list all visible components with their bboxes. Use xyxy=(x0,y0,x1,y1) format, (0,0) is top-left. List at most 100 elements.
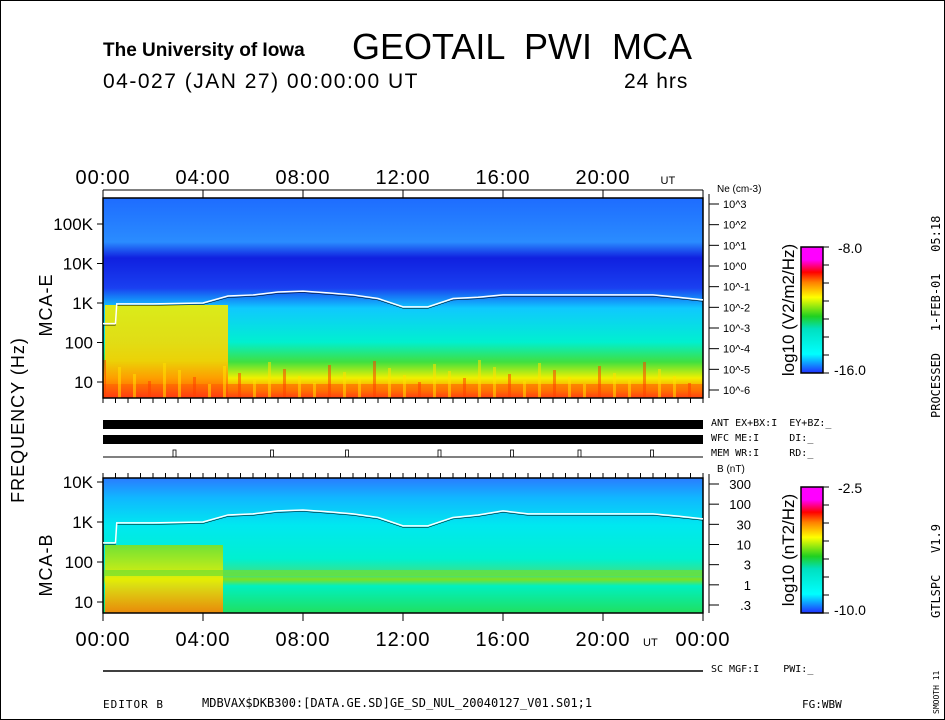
freq-tick-label: 10K xyxy=(63,473,94,492)
freq-tick-label: 10K xyxy=(63,255,94,274)
smooth-label: SMOOTH 11 xyxy=(932,670,941,714)
right-tick-label: 10^-1 xyxy=(723,282,750,294)
emission-burst xyxy=(673,376,676,398)
time-label-top: 00:00 xyxy=(75,167,130,189)
freq-tick-label: 10 xyxy=(74,593,93,612)
emission-burst xyxy=(208,384,211,398)
emission-burst xyxy=(253,380,256,398)
emission-burst xyxy=(433,364,436,398)
emission-burst xyxy=(313,383,316,398)
right-tick-label: 10^-2 xyxy=(723,302,750,314)
status-mem: MEM WR:I RD:_ xyxy=(711,448,814,459)
mem-gap-marker xyxy=(345,449,349,458)
right-tick-label: 100 xyxy=(729,497,751,512)
right-tick-label: 1 xyxy=(744,578,751,593)
right-tick-label: 10^-6 xyxy=(723,385,750,397)
version-label: GTLSPC V1.9 xyxy=(929,524,943,618)
time-label-bottom: 04:00 xyxy=(175,629,230,651)
right-tick-label: 10^-4 xyxy=(723,344,750,356)
ut-label-bottom: UT xyxy=(643,637,658,649)
emission-burst xyxy=(148,381,151,398)
right-tick-label: 10^-5 xyxy=(723,364,750,376)
mem-gap-marker xyxy=(577,449,582,458)
emission-burst xyxy=(178,370,181,398)
panel-label: MCA-E xyxy=(36,274,56,337)
footer-file: MDBVAX$DKB300:[DATA.GE.SD]GE_SD_NUL_2004… xyxy=(202,696,593,710)
plasma-frequency-line xyxy=(103,290,704,325)
freq-tick-label: 100 xyxy=(65,334,93,353)
colorbar-label: log10 (V2/m2/Hz) xyxy=(779,244,798,376)
plasma-line-shadow xyxy=(103,511,704,545)
emission-burst xyxy=(193,377,196,398)
processed-label: PROCESSED 1-FEB-01 05:18 xyxy=(929,216,943,418)
time-label-bottom: 16:00 xyxy=(475,629,530,651)
time-label-bottom: 20:00 xyxy=(575,629,630,651)
mem-gap-marker xyxy=(172,449,177,458)
wfc-status-bar xyxy=(103,435,703,444)
time-label-top: 20:00 xyxy=(575,167,630,189)
status-sc: SC MGF:I PWI:_ xyxy=(711,664,814,675)
freq-tick-label: 100 xyxy=(65,553,93,572)
colorbar-min: -10.0 xyxy=(834,602,866,618)
colorbar-max: -8.0 xyxy=(838,240,862,256)
right-tick-label: 10^3 xyxy=(723,199,747,211)
emission-burst xyxy=(493,367,496,398)
harmonic-band xyxy=(103,570,703,576)
right-tick-label: 10 xyxy=(737,538,751,553)
emission-burst xyxy=(283,369,286,398)
emission-burst xyxy=(163,363,166,398)
plasma-frequency-line xyxy=(103,509,704,544)
ant-status-bar xyxy=(103,420,703,429)
emission-burst xyxy=(118,367,121,398)
emission-burst xyxy=(583,384,586,398)
right-tick-label: 3 xyxy=(744,558,751,573)
mem-gap-marker xyxy=(270,449,274,458)
time-label-top: 04:00 xyxy=(175,167,230,189)
plasma-line-shadow xyxy=(103,292,704,326)
freq-tick-label: 1K xyxy=(72,294,93,313)
emission-burst xyxy=(508,374,511,398)
ut-label-top: UT xyxy=(661,175,676,187)
emission-burst xyxy=(448,371,451,398)
time-label-bottom: 08:00 xyxy=(275,629,330,651)
mem-gap-marker xyxy=(650,449,654,458)
colorbar-label: log10 (nT2/Hz) xyxy=(779,494,798,606)
low-freq-emission xyxy=(105,305,228,398)
time-label-top: 12:00 xyxy=(375,167,430,189)
emission-burst xyxy=(238,373,241,398)
status-wfc: WFC ME:I DI:_ xyxy=(711,433,814,444)
time-label-top: 08:00 xyxy=(275,167,330,189)
emission-burst xyxy=(478,360,481,398)
emission-burst xyxy=(133,374,136,398)
duration: 24 hrs xyxy=(624,70,689,93)
status-ant: ANT EX+BX:I EY+BZ:_ xyxy=(711,418,832,429)
colorbar xyxy=(800,486,824,614)
emission-burst xyxy=(418,382,421,398)
right-tick-label: 10^0 xyxy=(723,261,747,273)
time-label-top: 16:00 xyxy=(475,167,530,189)
emission-burst xyxy=(613,373,616,398)
emission-burst xyxy=(628,380,631,398)
right-tick-label: 10^-3 xyxy=(723,323,750,335)
institution: The University of Iowa xyxy=(103,40,305,61)
emission-burst xyxy=(568,377,571,398)
right-tick-label: 10^1 xyxy=(723,240,747,252)
emission-burst xyxy=(223,366,226,398)
date-line: 04-027 (JAN 27) 00:00:00 UT xyxy=(103,70,419,93)
emission-burst xyxy=(463,378,466,398)
emission-burst xyxy=(658,369,661,398)
emission-burst xyxy=(343,372,346,398)
time-label-bottom: 12:00 xyxy=(375,629,430,651)
emission-burst xyxy=(523,381,526,398)
time-label-bottom: 00:00 xyxy=(675,629,730,651)
mem-gap-marker xyxy=(437,449,442,458)
right-tick-label: .3 xyxy=(740,598,751,613)
emission-burst xyxy=(598,366,601,398)
mem-gap-marker xyxy=(510,449,514,458)
colorbar xyxy=(800,246,824,374)
emission-burst xyxy=(358,379,361,398)
footer-fg: FG:WBW xyxy=(802,698,842,711)
right-tick-label: 30 xyxy=(737,517,751,532)
freq-tick-label: 100K xyxy=(53,215,93,234)
